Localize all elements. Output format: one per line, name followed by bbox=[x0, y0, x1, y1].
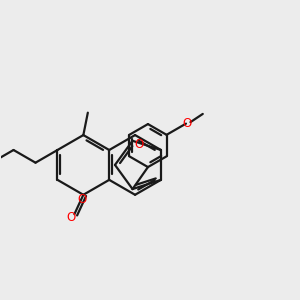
Text: O: O bbox=[134, 138, 143, 151]
Text: O: O bbox=[66, 211, 75, 224]
Text: O: O bbox=[77, 193, 86, 206]
Text: O: O bbox=[182, 116, 191, 130]
